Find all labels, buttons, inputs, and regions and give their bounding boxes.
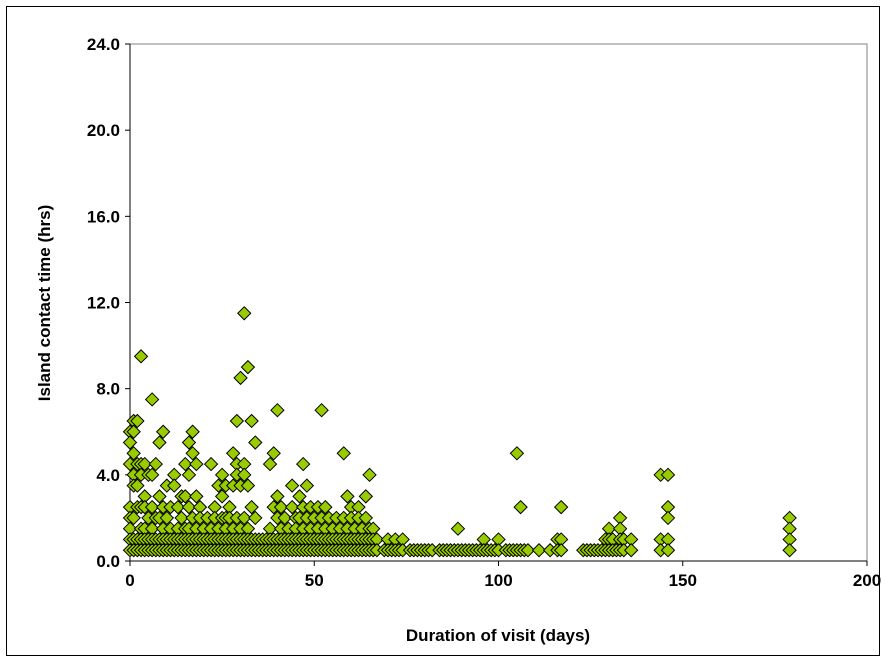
data-point xyxy=(262,456,278,472)
data-point xyxy=(299,478,315,493)
data-point xyxy=(167,478,182,493)
data-point xyxy=(295,456,311,472)
data-point xyxy=(214,467,230,483)
data-point xyxy=(553,543,569,558)
data-point xyxy=(277,510,292,526)
data-point xyxy=(203,456,219,472)
data-point xyxy=(144,467,160,483)
data-point xyxy=(189,456,204,472)
data-point xyxy=(214,489,230,504)
data-point xyxy=(623,543,639,558)
data-point xyxy=(237,467,252,483)
data-point xyxy=(181,435,197,450)
data-point xyxy=(553,499,569,515)
data-point xyxy=(126,510,141,526)
data-point xyxy=(159,510,175,526)
y-tick-label: 20.0 xyxy=(87,121,120,140)
data-point xyxy=(178,489,193,504)
data-point xyxy=(237,510,252,526)
plot-area xyxy=(129,43,868,562)
y-tick-label: 4.0 xyxy=(96,466,120,485)
y-tick-label: 24.0 xyxy=(87,35,120,54)
y-tick-label: 16.0 xyxy=(87,207,120,226)
data-point xyxy=(225,446,241,461)
data-point xyxy=(181,467,197,483)
data-point xyxy=(185,424,200,439)
data-point xyxy=(126,446,141,461)
data-point xyxy=(509,446,525,461)
data-point xyxy=(174,510,189,526)
data-point xyxy=(237,306,252,321)
data-point xyxy=(155,424,171,439)
data-point xyxy=(170,499,186,515)
data-point xyxy=(130,478,145,493)
data-point xyxy=(292,489,307,504)
x-tick-label: 100 xyxy=(484,571,512,590)
x-tick-label: 150 xyxy=(669,571,697,590)
data-point xyxy=(144,392,160,407)
data-point xyxy=(660,510,676,526)
x-tick-label: 50 xyxy=(305,571,324,590)
data-point xyxy=(233,370,248,386)
data-point xyxy=(358,489,374,504)
data-point xyxy=(513,499,528,515)
data-point xyxy=(152,435,167,450)
x-axis: 0 50 100 150 200 xyxy=(125,560,881,590)
data-point xyxy=(520,543,536,558)
data-point xyxy=(178,456,193,472)
data-point xyxy=(244,499,259,515)
y-tick-label: 0.0 xyxy=(96,552,120,571)
data-point xyxy=(240,478,256,493)
data-point xyxy=(314,403,329,418)
data-point xyxy=(152,489,167,504)
data-point xyxy=(189,489,204,504)
data-point xyxy=(137,456,152,472)
plot-area-border xyxy=(129,43,868,562)
data-point xyxy=(248,435,263,450)
data-point xyxy=(270,489,285,504)
data-point xyxy=(273,499,289,515)
data-point xyxy=(240,359,256,375)
data-points xyxy=(122,306,797,558)
data-point xyxy=(266,446,281,461)
data-point xyxy=(358,510,374,526)
data-point xyxy=(148,456,164,472)
y-tick-label: 8.0 xyxy=(96,380,120,399)
data-point xyxy=(185,446,200,461)
y-axis-label: Island contact time (hrs) xyxy=(35,205,54,401)
x-tick-label: 0 xyxy=(125,571,134,590)
data-point xyxy=(450,521,466,536)
data-point xyxy=(126,424,141,439)
data-point xyxy=(122,435,138,450)
data-point xyxy=(144,499,160,515)
y-axis: 0.0 4.0 8.0 12.0 16.0 20.0 24.0 xyxy=(87,35,131,571)
x-axis-label: Duration of visit (days) xyxy=(406,626,590,645)
data-point xyxy=(284,478,300,493)
data-point xyxy=(229,413,245,429)
data-point xyxy=(336,446,351,461)
data-point xyxy=(782,543,797,558)
data-point xyxy=(270,403,285,418)
data-point xyxy=(660,543,676,558)
data-point xyxy=(660,467,676,483)
data-point xyxy=(318,499,333,515)
data-point xyxy=(362,467,377,483)
x-tick-label: 200 xyxy=(853,571,881,590)
data-point xyxy=(284,499,300,515)
data-point xyxy=(130,413,145,429)
data-point xyxy=(531,543,547,558)
data-point xyxy=(133,349,149,364)
data-point xyxy=(340,489,355,504)
y-tick-label: 12.0 xyxy=(87,294,120,313)
data-point xyxy=(244,413,259,429)
data-point xyxy=(248,510,263,526)
data-point xyxy=(181,499,197,515)
